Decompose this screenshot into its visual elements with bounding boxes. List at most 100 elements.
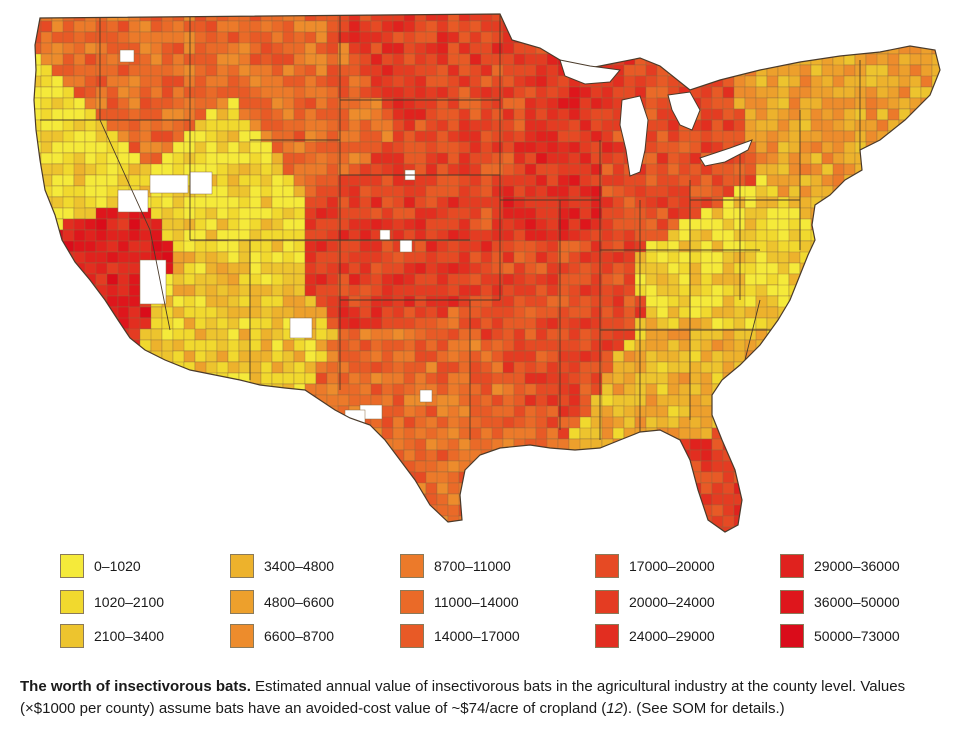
county-cell [535, 108, 548, 121]
county-cell [865, 515, 878, 528]
county-cell [381, 240, 394, 253]
county-cell [40, 295, 53, 308]
county-cell [623, 196, 636, 209]
county-cell [887, 152, 900, 165]
county-cell [95, 251, 108, 264]
county-cell [194, 218, 207, 231]
county-cell [73, 449, 97, 462]
county-cell [799, 339, 823, 352]
county-cell [260, 119, 273, 132]
county-cell [634, 42, 647, 55]
county-cell [326, 526, 339, 532]
county-cell [568, 427, 581, 440]
county-cell [788, 317, 801, 330]
county-cell [898, 273, 922, 286]
county-cell [568, 273, 581, 286]
county-cell [150, 438, 163, 451]
county-cell [403, 394, 416, 407]
county-cell [139, 339, 152, 352]
county-cell [370, 130, 383, 143]
county-cell [216, 438, 229, 451]
county-cell [283, 538, 294, 545]
county-cell [722, 438, 735, 451]
county-cell [205, 317, 218, 330]
county-cell [491, 416, 504, 429]
county-cell [150, 526, 163, 532]
county-cell [799, 515, 823, 528]
county-cell [414, 372, 427, 385]
county-cell [612, 328, 625, 341]
county-cell [931, 31, 940, 44]
county-cell [876, 460, 889, 484]
county-cell [106, 427, 119, 440]
county-cell [865, 350, 878, 363]
county-cell [216, 482, 229, 495]
county-cell [689, 14, 713, 22]
county-cell [469, 493, 482, 517]
county-cell [943, 538, 965, 545]
county-cell [84, 515, 108, 528]
county-cell [525, 538, 547, 545]
county-cell [106, 64, 119, 77]
county-cell [326, 383, 339, 396]
county-cell [535, 317, 548, 330]
county-cell [293, 372, 306, 385]
county-cell [282, 350, 295, 363]
county-cell [766, 130, 779, 143]
county-cell [920, 75, 933, 88]
county-cell [766, 14, 779, 33]
county-cell [315, 20, 328, 33]
county-cell [359, 196, 372, 209]
county-cell [832, 317, 845, 330]
county-cell [261, 538, 283, 545]
county-cell [469, 405, 482, 418]
county-cell [359, 515, 372, 528]
county-cell [943, 230, 954, 252]
county-cell [667, 460, 680, 473]
county-cell [601, 295, 614, 308]
county-cell [766, 394, 779, 407]
county-cell [128, 31, 141, 44]
county-cell [744, 449, 757, 462]
county-cell [645, 141, 658, 154]
county-cell [657, 538, 679, 545]
county-cell [943, 505, 954, 516]
county-cell [535, 75, 548, 88]
county-cell [524, 20, 537, 33]
county-cell [634, 471, 658, 484]
county-cell [216, 471, 229, 484]
county-cell [491, 482, 504, 506]
county-cell [943, 296, 965, 307]
county-cell [62, 460, 75, 473]
county-cell [425, 130, 438, 143]
county-cell [183, 416, 196, 440]
county-cell [579, 14, 603, 33]
county-cell [502, 53, 515, 66]
county-cell [854, 526, 867, 532]
county-cell [304, 86, 317, 99]
county-cell [34, 163, 42, 176]
county-cell [95, 372, 108, 385]
county-cell [524, 229, 537, 242]
county-cell [392, 130, 405, 143]
county-cell [73, 482, 86, 495]
county-cell [34, 240, 42, 253]
county-cell [84, 42, 97, 55]
county-cell [40, 405, 53, 429]
county-cell [832, 372, 845, 385]
county-cell [282, 449, 295, 462]
county-cell [194, 460, 207, 473]
county-cell [117, 31, 130, 44]
county-cell [546, 449, 559, 462]
county-cell [799, 53, 812, 66]
county-cell [777, 460, 790, 473]
county-cell [568, 493, 581, 506]
county-cell [898, 86, 911, 99]
county-cell [62, 31, 75, 44]
county-cell [612, 460, 625, 473]
county-cell [854, 339, 867, 363]
county-cell [161, 42, 174, 55]
county-cell [535, 163, 548, 176]
county-cell [128, 339, 141, 363]
county-cell [480, 471, 493, 484]
